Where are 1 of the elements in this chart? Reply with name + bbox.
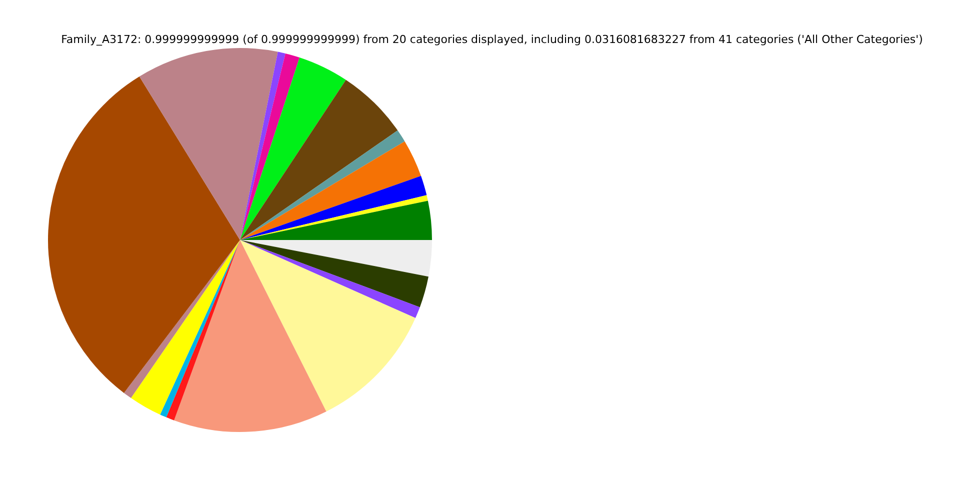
text: Family_A3172: 0.999999999999 (of 0.999999999999) from 20 categories displayed, including 0.0316081683227 from 41 categories ('All Other Categories') <box>61 32 923 46</box>
